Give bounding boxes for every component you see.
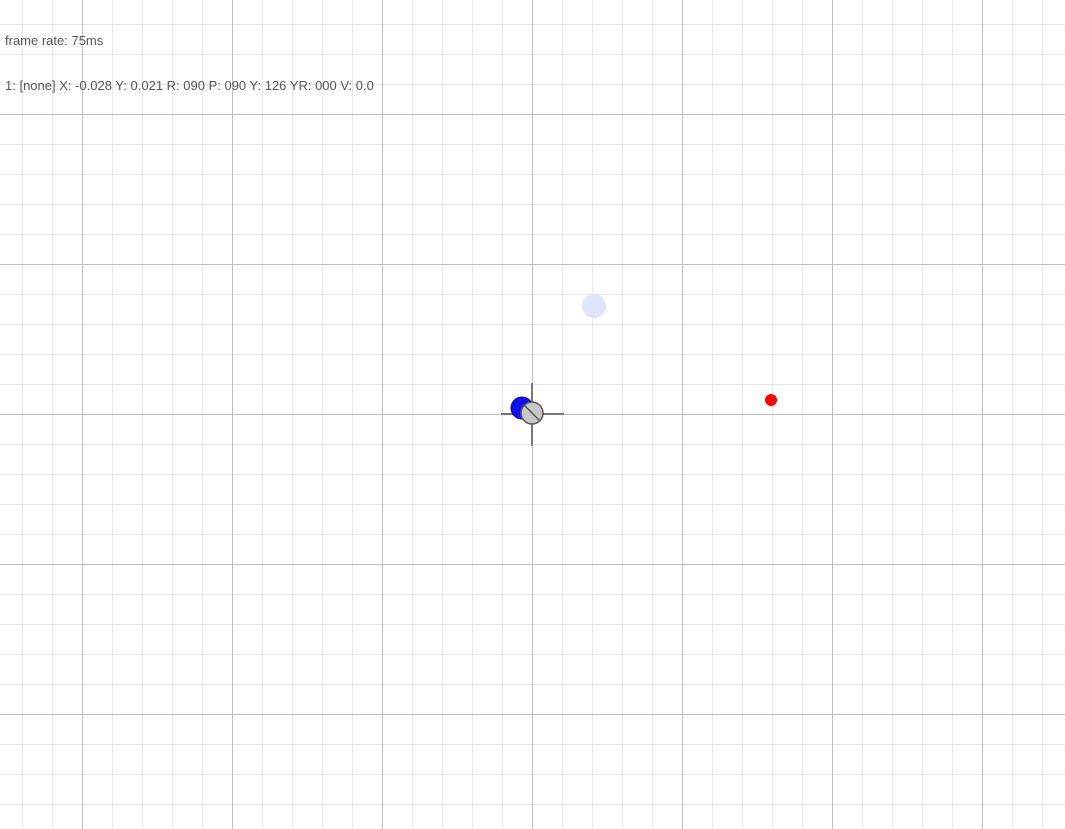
hud-overlay: frame rate: 75ms 1: [none] X: -0.028 Y: … — [5, 3, 374, 108]
ghost-target-marker — [582, 294, 606, 318]
device-status-readout: 1: [none] X: -0.028 Y: 0.021 R: 090 P: 0… — [5, 78, 374, 93]
pointer-direction-indicator — [523, 404, 540, 421]
tracked-device[interactable] — [510, 396, 544, 425]
frame-rate-readout: frame rate: 75ms — [5, 33, 104, 48]
target-dot — [765, 394, 777, 406]
